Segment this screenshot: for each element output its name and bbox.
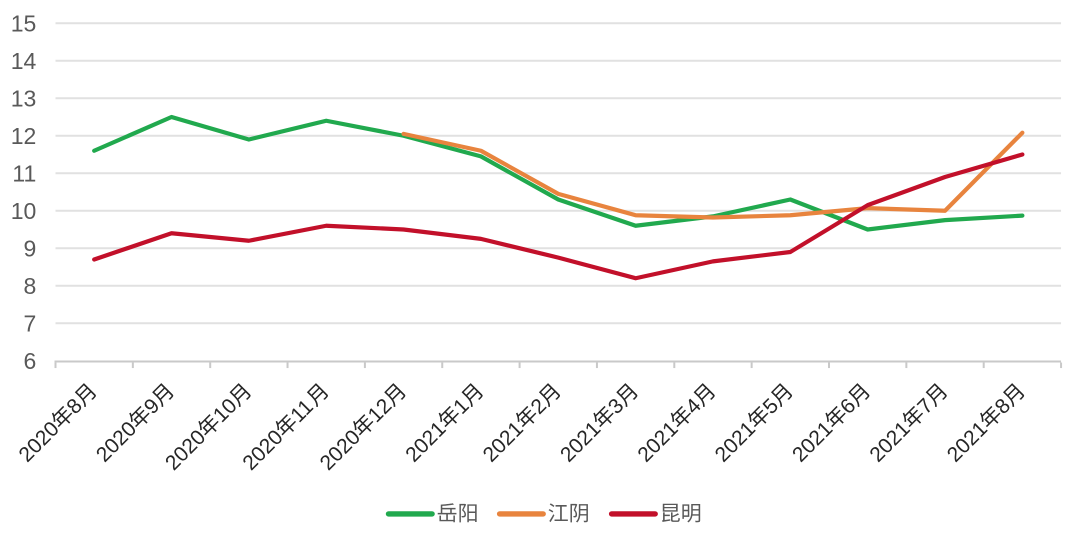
svg-text:7: 7 [24,310,37,336]
svg-text:8: 8 [24,273,37,299]
svg-text:11: 11 [12,160,36,186]
svg-text:9: 9 [24,235,37,261]
svg-text:6: 6 [24,348,37,374]
svg-text:15: 15 [11,10,37,36]
svg-text:12: 12 [11,123,37,149]
svg-text:13: 13 [11,85,37,111]
svg-text:14: 14 [11,48,37,74]
svg-text:10: 10 [11,198,37,224]
